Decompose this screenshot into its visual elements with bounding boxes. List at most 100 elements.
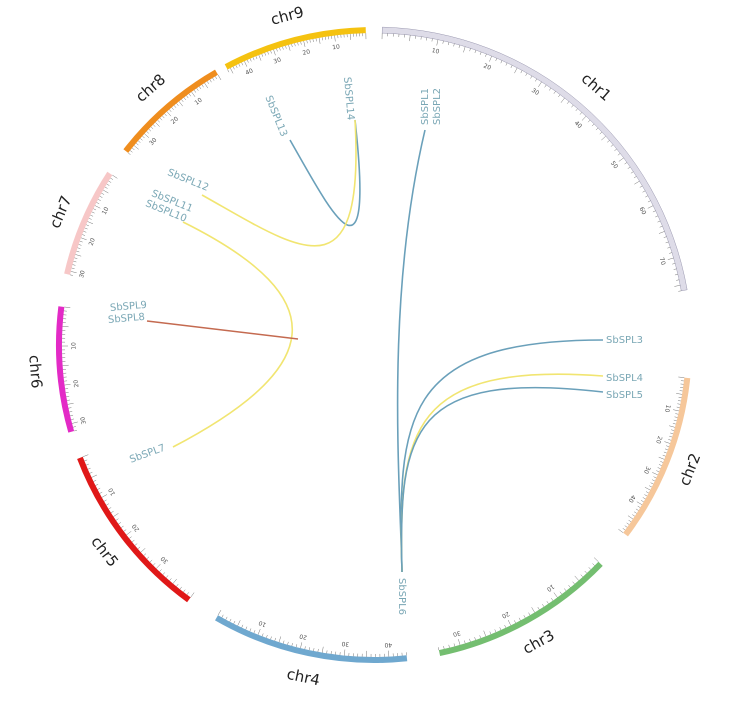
- chr5-tick: [172, 578, 177, 584]
- chr5-tick: [183, 589, 186, 593]
- chr5-tick: [146, 556, 150, 560]
- chr1-tick: [409, 35, 411, 42]
- chr3-tick: [518, 617, 521, 621]
- chr3-tick: [464, 640, 466, 644]
- chr5-tick: [126, 531, 132, 536]
- chr3-tick: [523, 615, 526, 619]
- chr4-tick: [304, 646, 306, 650]
- chr5-tick: [131, 539, 135, 543]
- chr6-tick: [64, 384, 71, 386]
- chr8-tick: [129, 150, 133, 153]
- chr2-tick-label: 10: [663, 404, 671, 413]
- chr1-tick: [591, 123, 595, 127]
- chr3-tick: [483, 630, 487, 637]
- chr2-tick: [650, 482, 654, 485]
- chr8-tick: [127, 152, 131, 155]
- chr3-tick: [474, 637, 476, 641]
- chr3-tick: [514, 620, 516, 624]
- chr7-tick: [101, 192, 105, 195]
- chr9-tick: [303, 40, 306, 47]
- chr1-tick-label: 20: [482, 62, 492, 71]
- chr7-tick: [71, 267, 75, 269]
- chr2-tick: [635, 508, 639, 511]
- chr4-segment: 10 20 30 40 chr4: [215, 609, 408, 689]
- chr4-tick: [249, 628, 252, 632]
- chr1-tick: [655, 215, 659, 218]
- chr8-tick: [215, 76, 218, 80]
- chr2-tick: [672, 423, 676, 425]
- chr2-tick: [651, 479, 655, 482]
- chr3-tick: [453, 643, 455, 647]
- chr7-tick: [99, 195, 103, 198]
- chr3-tick-label: 10: [545, 583, 555, 593]
- chr2-tick: [626, 522, 630, 525]
- chr1-tick: [601, 135, 606, 141]
- chr4-tick-label: 20: [299, 632, 308, 641]
- chr8-tick: [188, 93, 191, 97]
- chr8-tick: [173, 105, 177, 108]
- chr2-tick: [622, 528, 626, 531]
- chr8-tick: [155, 122, 160, 127]
- chr7-tick: [82, 234, 86, 236]
- chr1-tick: [566, 101, 570, 104]
- chr8-tick-label: 10: [193, 96, 203, 106]
- chr5-tick: [115, 518, 119, 521]
- chr3-tick: [448, 644, 450, 648]
- chr5-tick: [97, 487, 101, 490]
- chr8-tick: [131, 147, 135, 151]
- chr7-tick: [80, 237, 87, 241]
- chr4-tick: [266, 634, 268, 638]
- chr1-tick: [447, 42, 450, 46]
- chr3-tick: [546, 601, 549, 604]
- chr2-tick: [634, 511, 637, 514]
- chr1-tick: [673, 268, 677, 270]
- chr4-tick: [317, 648, 319, 652]
- chr8-tick-label: 30: [148, 137, 158, 147]
- chr3-tick: [574, 575, 579, 581]
- chr5-tick: [93, 479, 97, 482]
- chr5-tick: [140, 548, 146, 553]
- chr2-tick: [673, 409, 680, 412]
- chr5-tick: [106, 503, 109, 506]
- chr1-tick: [560, 97, 565, 103]
- chr7-tick: [90, 214, 94, 217]
- chr1-tick: [489, 55, 492, 62]
- chr6-tick: [74, 429, 78, 432]
- chr3-tick: [469, 638, 471, 642]
- chr5-tick: [134, 543, 138, 546]
- chr6-tick: [71, 418, 75, 420]
- chr3-tick-label: 30: [452, 629, 461, 638]
- chr9-tick: [249, 58, 252, 62]
- chr8-tick-label: 20: [170, 115, 180, 125]
- chr3-tick: [592, 563, 595, 566]
- chr2-tick: [670, 432, 674, 435]
- chr1-tick: [676, 279, 680, 281]
- chr4-tick: [217, 609, 222, 616]
- chr2-tick: [618, 528, 624, 533]
- chr2-tick: [628, 519, 632, 523]
- chr9-tick: [273, 49, 276, 56]
- chr2-tick-label: 30: [642, 465, 652, 475]
- chr3-tick: [443, 646, 445, 650]
- chr1-tick-label: 70: [658, 257, 667, 266]
- chr2-tick: [653, 476, 657, 479]
- chr5-tick: [129, 536, 132, 539]
- chr4-tick: [291, 643, 293, 647]
- chr2-tick: [678, 396, 682, 398]
- chr8-tick: [157, 119, 160, 123]
- chr1-tick: [607, 140, 610, 143]
- chr7-tick-label: 10: [101, 206, 111, 216]
- collinearity-links: [146, 119, 604, 573]
- chr7-tick: [86, 224, 89, 227]
- chr4-tick: [287, 641, 289, 645]
- chr1-tick: [453, 43, 455, 47]
- chr1-tick-label: 40: [573, 120, 583, 130]
- chr2-tick-label: 40: [627, 494, 637, 504]
- chr7-tick: [77, 247, 81, 249]
- chr1-tick: [436, 39, 439, 46]
- chr1-tick: [579, 112, 583, 115]
- chr5-tick: [123, 529, 127, 532]
- chr6-tick: [69, 411, 73, 413]
- chr9-tick: [315, 38, 317, 42]
- chr9-tick: [230, 67, 234, 74]
